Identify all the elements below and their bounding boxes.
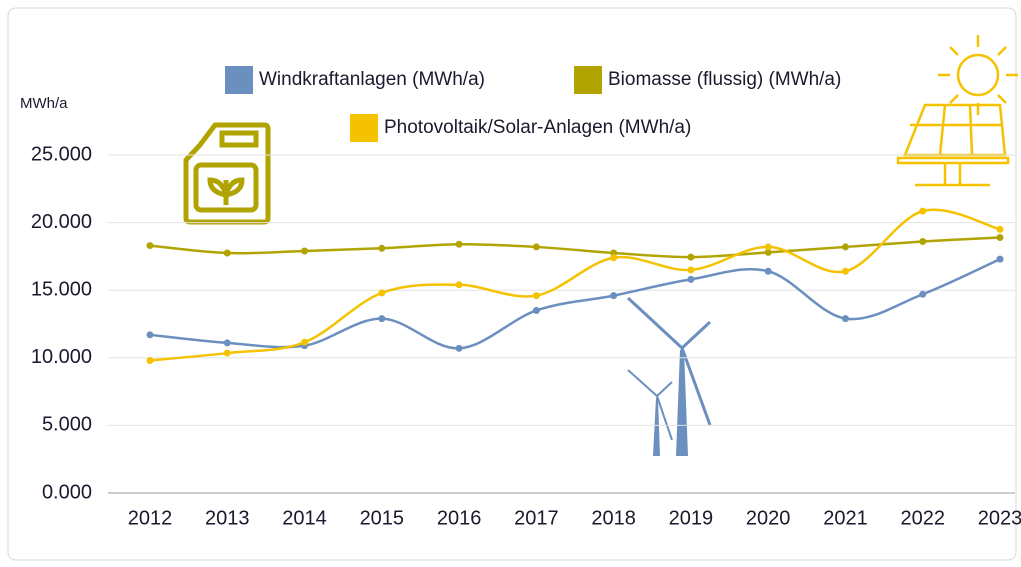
x-tick-label: 2018 (591, 507, 636, 529)
y-tick-label: 5.000 (42, 414, 92, 436)
y-axis-label: MWh/a (20, 95, 68, 112)
x-tick-label: 2021 (823, 507, 868, 529)
point (301, 247, 308, 254)
legend-swatch (574, 66, 602, 94)
point (765, 243, 772, 250)
point (842, 268, 849, 275)
point (378, 245, 385, 252)
chart: MWh/a 0.000 5.000 10.000 15.000 20.000 25.000… (0, 0, 1021, 567)
y-tick-label: 10.000 (31, 346, 92, 368)
point (224, 339, 231, 346)
point (997, 256, 1004, 263)
point (378, 315, 385, 322)
point (842, 243, 849, 250)
point (147, 242, 154, 249)
x-tick-label: 2020 (746, 507, 791, 529)
legend-label: Windkraftanlagen (MWh/a) (259, 69, 485, 90)
legend-label: Photovoltaik/Solar-Anlagen (MWh/a) (384, 117, 691, 138)
point (224, 250, 231, 257)
x-tick-label: 2022 (900, 507, 945, 529)
point (997, 226, 1004, 233)
point (919, 291, 926, 298)
x-tick-label: 2014 (282, 507, 327, 529)
point (456, 345, 463, 352)
legend-swatch (350, 114, 378, 142)
legend-label: Biomasse (flussig) (MWh/a) (608, 69, 841, 90)
point (533, 243, 540, 250)
point (378, 289, 385, 296)
x-tick-label: 2017 (514, 507, 559, 529)
point (533, 292, 540, 299)
point (919, 238, 926, 245)
x-tick-label: 2015 (360, 507, 405, 529)
point (687, 276, 694, 283)
legend-swatch (225, 66, 253, 94)
point (533, 307, 540, 314)
point (842, 315, 849, 322)
x-tick-label: 2013 (205, 507, 250, 529)
point (919, 208, 926, 215)
x-tick-label: 2016 (437, 507, 482, 529)
y-tick-label: 0.000 (42, 481, 92, 503)
point (147, 331, 154, 338)
point (765, 268, 772, 275)
point (687, 254, 694, 261)
point (687, 266, 694, 273)
page: {"chart_data": {"type": "line", "y_axis_… (0, 0, 1021, 567)
point (610, 254, 617, 261)
x-tick-label: 2012 (128, 507, 173, 529)
card (8, 8, 1016, 560)
point (301, 339, 308, 346)
x-tick-label: 2023 (978, 507, 1021, 529)
y-tick-label: 20.000 (31, 211, 92, 233)
x-tick-label: 2019 (669, 507, 714, 529)
y-tick-label: 25.000 (31, 143, 92, 165)
point (456, 281, 463, 288)
point (224, 350, 231, 357)
y-tick-label: 15.000 (31, 278, 92, 300)
point (610, 292, 617, 299)
point (997, 234, 1004, 241)
point (456, 241, 463, 248)
point (147, 357, 154, 364)
